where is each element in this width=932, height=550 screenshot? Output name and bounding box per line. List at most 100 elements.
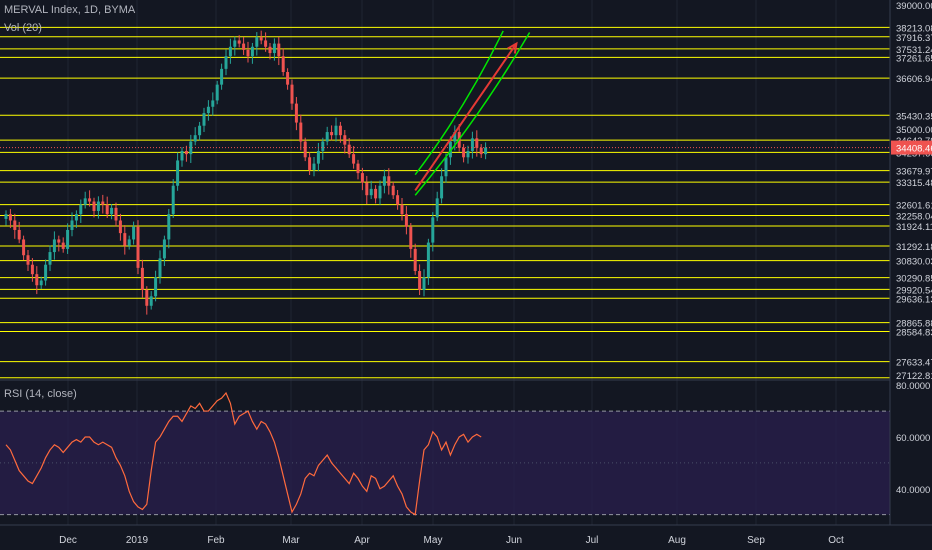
price-tick-label: 38213.08: [896, 23, 932, 34]
candle-body: [4, 214, 8, 219]
candle-body: [39, 280, 43, 286]
candle-body: [211, 100, 215, 107]
candle-body: [8, 214, 12, 221]
candle-body: [158, 258, 162, 278]
candle-body: [431, 217, 435, 243]
rsi-tick-label: 40.0000: [896, 485, 930, 496]
candle-body: [57, 239, 61, 243]
candle-body: [448, 141, 452, 158]
candle-body: [88, 198, 92, 202]
candle-body: [378, 185, 382, 199]
chart-title[interactable]: MERVAL Index, 1D, BYMA: [4, 4, 136, 16]
candle-body: [343, 135, 347, 145]
candle-body: [475, 138, 479, 148]
candle-body: [189, 141, 193, 155]
candle-body: [418, 271, 422, 290]
candle-body: [396, 195, 400, 205]
current-price-tag[interactable]: [891, 140, 932, 155]
candle-body: [299, 122, 303, 142]
candle-body: [30, 264, 34, 275]
price-tick-label: 27633.47: [896, 358, 932, 369]
candle-body: [435, 198, 439, 218]
candle-body: [404, 214, 408, 227]
rsi-tick-label: 60.0000: [896, 433, 930, 444]
candle-body: [123, 233, 127, 246]
candle-body: [167, 214, 171, 240]
candle-body: [132, 226, 136, 240]
candle-body: [176, 160, 180, 186]
candle-body: [237, 40, 241, 44]
candle-body: [303, 141, 307, 158]
candle-body: [360, 173, 364, 183]
price-tick-label: 36606.94: [896, 74, 932, 85]
candle-body: [44, 264, 48, 281]
candle-body: [470, 138, 474, 151]
candle-body: [294, 103, 298, 123]
rsi-indicator-label[interactable]: RSI (14, close): [4, 388, 77, 400]
candle-body: [171, 185, 175, 215]
candle-body: [321, 141, 325, 151]
candle-body: [127, 239, 131, 246]
time-tick-label: Oct: [828, 535, 844, 546]
horizontal-levels: [0, 26, 890, 379]
candle-body: [220, 68, 224, 85]
candle-body: [180, 150, 184, 161]
rsi-axis[interactable]: 80.0000 60.0000 40.0000: [889, 380, 930, 525]
candle-body: [422, 277, 426, 290]
candle-body: [347, 144, 351, 155]
candle-body: [184, 150, 188, 155]
time-tick-label: Apr: [354, 535, 370, 546]
red-trend-arrow[interactable]: [414, 43, 518, 192]
candle-body: [83, 198, 87, 205]
candle-body: [35, 274, 39, 286]
candle-body: [334, 125, 338, 136]
candle-body: [264, 40, 268, 47]
current-price-label: 34408.46: [896, 144, 932, 155]
candle-body: [233, 40, 237, 47]
time-axis[interactable]: Dec 2019 Feb Mar Apr May Jun Jul Aug Sep Oct: [0, 524, 932, 546]
price-tick-label: 27122.81: [896, 371, 932, 382]
candle-body: [193, 135, 197, 142]
candle-body: [52, 239, 56, 253]
price-tick-label: 37531.24: [896, 45, 932, 56]
candle-body: [145, 289, 149, 306]
candle-body: [338, 125, 342, 136]
price-axis-bg: [890, 0, 932, 525]
green-channel-line[interactable]: [414, 32, 531, 196]
candle-body: [391, 185, 395, 196]
price-tick-label: 37916.37: [896, 33, 932, 44]
candle-body: [246, 49, 250, 57]
time-tick-label: Aug: [668, 535, 686, 546]
price-tick-label: 30290.85: [896, 274, 932, 285]
price-tick-label: 29636.13: [896, 294, 932, 305]
candle-body: [255, 37, 259, 47]
green-channel-line[interactable]: [414, 30, 504, 176]
candle-body: [409, 226, 413, 249]
volume-indicator-label[interactable]: Vol (20): [4, 22, 42, 34]
candle-body: [242, 43, 246, 50]
candle-body: [26, 255, 30, 265]
candle-body: [250, 46, 254, 57]
price-tick-label: 31292.18: [896, 242, 932, 253]
price-tick-label: 39000.00: [896, 1, 932, 12]
red-arrow-head: [507, 41, 518, 54]
candle-body: [484, 147, 488, 155]
candle-body: [118, 220, 122, 234]
candle-body: [206, 106, 210, 114]
candle-body: [286, 72, 290, 85]
candle-body: [365, 182, 369, 196]
candle-body: [215, 84, 219, 101]
candle-body: [308, 157, 312, 170]
candle-body: [374, 188, 378, 199]
candle-body: [92, 201, 96, 212]
candle-body: [400, 204, 404, 215]
candle-body: [105, 204, 109, 215]
candle-body: [70, 220, 74, 230]
candle-body: [48, 252, 52, 265]
candle-body: [316, 150, 320, 164]
candle-body: [290, 84, 294, 104]
price-axis[interactable]: 39000.00 38213.0837916.3737531.2437261.65…: [889, 0, 932, 525]
candle-body: [101, 201, 105, 205]
candle-body: [79, 204, 83, 215]
candle-body: [61, 242, 65, 249]
